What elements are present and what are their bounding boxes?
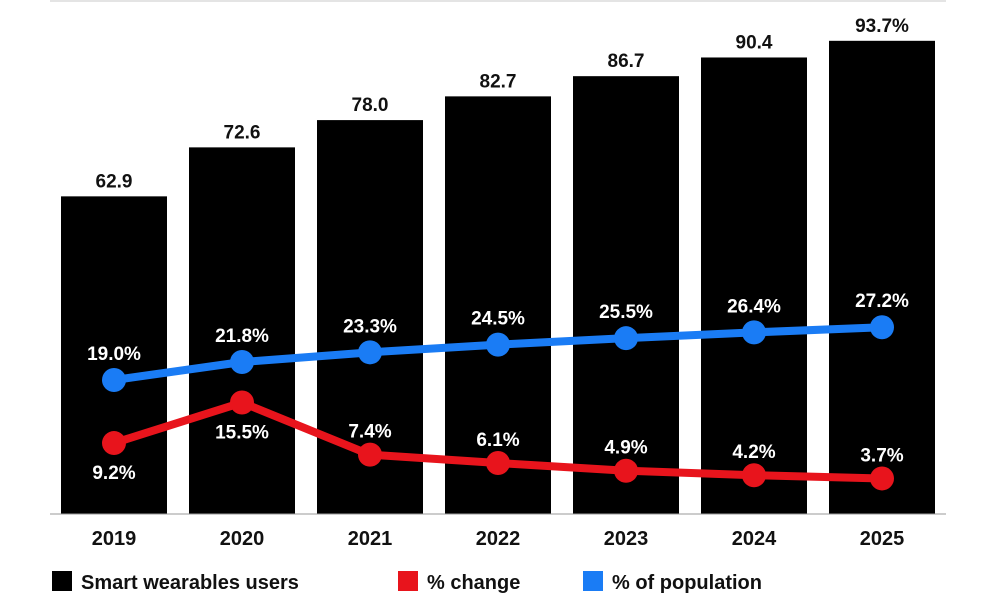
bar-label-2024: 90.4 bbox=[736, 32, 773, 53]
label-change-2020: 15.5% bbox=[215, 423, 269, 444]
point-of-population-2024 bbox=[742, 320, 766, 345]
point-change-2021 bbox=[358, 442, 382, 467]
label-change-2019: 9.2% bbox=[92, 463, 135, 484]
bar-label-2020: 72.6 bbox=[224, 122, 261, 143]
bar-label-2025: 93.7% bbox=[855, 16, 909, 37]
bar-labels-layer: 62.9 72.6 78.0 82.7 86.7 90.4 93.7% bbox=[96, 16, 910, 193]
legend-label-of-population: % of population bbox=[612, 572, 762, 594]
label-of-population-2020: 21.8% bbox=[215, 326, 269, 347]
bars-layer bbox=[61, 40, 935, 515]
point-of-population-2022 bbox=[486, 332, 510, 357]
point-change-2022 bbox=[486, 451, 510, 476]
bar-2020 bbox=[189, 147, 295, 514]
point-of-population-2023 bbox=[614, 326, 638, 351]
legend: Smart wearables users % change % of popula… bbox=[52, 571, 762, 594]
point-of-population-2025 bbox=[870, 315, 894, 340]
lines-layer bbox=[102, 315, 894, 491]
bar-label-2022: 82.7 bbox=[480, 71, 517, 92]
x-tick-2025: 2025 bbox=[860, 528, 905, 550]
x-tick-2021: 2021 bbox=[348, 528, 393, 550]
legend-label-smart-wearables-users: Smart wearables users bbox=[81, 572, 299, 594]
label-of-population-2025: 27.2% bbox=[855, 291, 909, 312]
bar-2022 bbox=[445, 96, 551, 515]
bar-2023 bbox=[573, 76, 679, 514]
label-change-2025: 3.7% bbox=[860, 445, 903, 466]
bar-2024 bbox=[701, 57, 807, 514]
label-change-2021: 7.4% bbox=[348, 422, 391, 443]
bar-label-2021: 78.0 bbox=[352, 95, 389, 116]
point-change-2020 bbox=[230, 390, 254, 415]
point-change-2025 bbox=[870, 466, 894, 491]
label-change-2023: 4.9% bbox=[604, 438, 647, 459]
label-of-population-2024: 26.4% bbox=[727, 296, 781, 317]
point-change-2024 bbox=[742, 463, 766, 488]
point-of-population-2019 bbox=[102, 368, 126, 392]
label-change-2022: 6.1% bbox=[476, 430, 519, 451]
bar-label-2019: 62.9 bbox=[96, 171, 133, 192]
legend-swatch-change bbox=[398, 571, 418, 591]
legend-swatch-smart-wearables-users bbox=[52, 571, 72, 591]
x-axis-ticks: 2019 2020 2021 2022 2023 2024 2025 bbox=[92, 528, 905, 550]
label-of-population-2021: 23.3% bbox=[343, 316, 397, 337]
label-of-population-2019: 19.0% bbox=[87, 344, 141, 365]
label-of-population-2022: 24.5% bbox=[471, 309, 525, 330]
label-change-2024: 4.2% bbox=[732, 442, 775, 463]
bar-2025 bbox=[829, 40, 935, 514]
x-tick-2024: 2024 bbox=[732, 528, 777, 550]
x-tick-2020: 2020 bbox=[220, 528, 265, 550]
point-change-2023 bbox=[614, 458, 638, 483]
point-of-population-2020 bbox=[230, 349, 254, 374]
bar-2019 bbox=[61, 196, 167, 515]
point-change-2019 bbox=[102, 431, 126, 456]
bar-label-2023: 86.7 bbox=[608, 51, 645, 72]
line-labels-layer: 9.2% 15.5% 7.4% 6.1% 4.9% 4.2% 3.7% 19.0% 21.8% 2… bbox=[87, 291, 909, 484]
x-tick-2019: 2019 bbox=[92, 528, 137, 550]
legend-label-change: % change bbox=[427, 572, 520, 594]
x-tick-2023: 2023 bbox=[604, 528, 649, 550]
legend-swatch-of-population bbox=[583, 571, 603, 591]
point-of-population-2021 bbox=[358, 340, 382, 365]
x-tick-2022: 2022 bbox=[476, 528, 521, 550]
label-of-population-2023: 25.5% bbox=[599, 302, 653, 323]
